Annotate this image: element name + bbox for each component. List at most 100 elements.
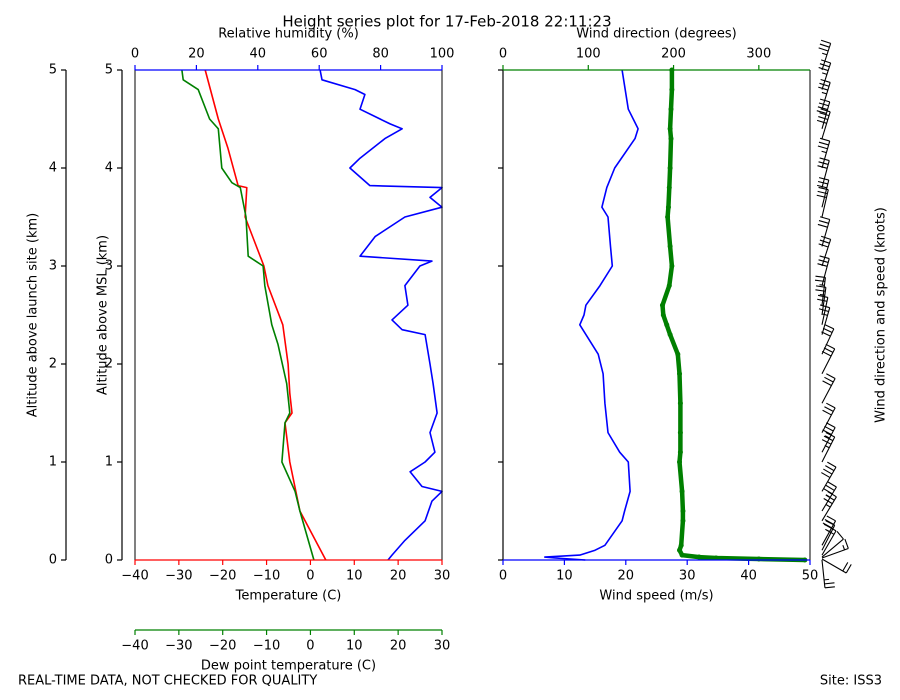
series-marker (666, 283, 672, 289)
barb-staff (821, 277, 826, 306)
series-marker (680, 518, 686, 524)
x-tick-label: 10 (346, 569, 363, 584)
x-tick-label: 60 (311, 47, 328, 62)
barb-tick (826, 402, 836, 409)
barb-tick (822, 313, 828, 316)
x-tick-label: −30 (165, 639, 192, 654)
barb-staff (821, 486, 837, 512)
barb-staff (821, 466, 837, 492)
barb-tick (821, 472, 831, 479)
barb-tick (824, 582, 835, 585)
barb-staff (821, 258, 830, 286)
series-marker (668, 136, 674, 142)
barb-tick (826, 373, 836, 379)
barb-tick (823, 435, 834, 442)
barb-tick (822, 72, 828, 75)
barb-tick (824, 578, 830, 581)
barb-tick (826, 515, 836, 522)
y-axis-label: Altitude above MSL (km) (96, 235, 111, 395)
y-axis-label: Altitude above launch site (km) (26, 213, 41, 417)
series-marker (675, 351, 681, 357)
series-marker (756, 556, 762, 562)
wind-barb (821, 481, 837, 512)
barb-tick (818, 220, 829, 224)
series-marker (677, 547, 683, 553)
barb-staff (821, 427, 836, 453)
x-axis-label: Dew point temperature (C) (201, 659, 376, 674)
barbs-label: Wind direction and speed (knots) (874, 207, 889, 423)
barb-tick (819, 112, 830, 117)
x-tick-label: 300 (746, 47, 771, 62)
x-tick-label: 100 (430, 47, 455, 62)
wind-barb (821, 432, 836, 463)
series-marker (665, 214, 671, 220)
barb-tick (818, 308, 829, 313)
series-marker (667, 332, 673, 338)
x-axis-label: Relative humidity (%) (218, 27, 359, 42)
y-tick-label: 4 (49, 161, 57, 176)
barb-tick (819, 63, 830, 68)
barb-tick (825, 484, 835, 491)
wind-barb (821, 491, 837, 522)
barb-staff (821, 307, 831, 335)
barb-tick (824, 425, 834, 432)
wind-barb (818, 78, 831, 110)
x-tick-label: 40 (250, 47, 267, 62)
barb-staff (821, 436, 836, 463)
barb-tick (823, 347, 834, 353)
y-tick-label: 0 (105, 553, 113, 568)
barb-staff (821, 558, 847, 574)
wind-barb (821, 558, 852, 574)
barb-tick (820, 78, 831, 83)
barb-staff (821, 140, 831, 169)
barb-tick (822, 327, 833, 333)
x-tick-label: −40 (121, 639, 148, 654)
barb-tick (817, 145, 828, 150)
barb-staff (821, 547, 849, 559)
x-tick-label: 10 (346, 639, 363, 654)
barb-tick (822, 522, 832, 529)
wind-barb (817, 216, 831, 247)
barb-staff (821, 287, 827, 316)
barb-tick (818, 66, 829, 72)
barb-tick (824, 586, 835, 589)
series-marker (696, 554, 702, 560)
barb-tick (825, 465, 835, 472)
barb-tick (845, 564, 852, 574)
barb-staff (821, 62, 832, 90)
x-tick-label: 100 (576, 47, 601, 62)
x-tick-label: 20 (390, 569, 407, 584)
x-tick-label: 40 (740, 569, 757, 584)
wind-barb (821, 515, 837, 546)
barb-tick (816, 119, 827, 124)
wind-barb (821, 538, 849, 559)
x-tick-label: 30 (434, 639, 451, 654)
series-line (181, 69, 315, 561)
y-tick-label: 4 (105, 161, 113, 176)
series-marker (667, 243, 673, 249)
site-label: Site: ISS3 (820, 674, 882, 689)
barb-tick (819, 216, 830, 221)
barb-staff (821, 530, 837, 556)
barb-tick (818, 141, 829, 146)
wind-barb (818, 39, 832, 71)
barb-tick (825, 504, 831, 508)
barb-staff (821, 82, 831, 110)
x-axis-label: Temperature (C) (235, 589, 342, 604)
wind-barb (821, 402, 836, 433)
wind-barb (816, 108, 831, 139)
series-line (660, 70, 805, 563)
barb-tick (819, 137, 830, 142)
barb-tick (825, 494, 831, 498)
y-tick-label: 3 (105, 259, 113, 274)
barb-tick (825, 343, 835, 350)
barb-tick (821, 350, 832, 357)
barb-tick (826, 422, 836, 428)
y-tick-label: 0 (49, 553, 57, 568)
x-axis-label: Wind speed (m/s) (599, 589, 713, 604)
wind-barb (821, 531, 844, 558)
y-tick-label: 5 (49, 63, 57, 78)
series-marker (677, 371, 683, 377)
x-axis-label: Wind direction (degrees) (576, 27, 736, 42)
